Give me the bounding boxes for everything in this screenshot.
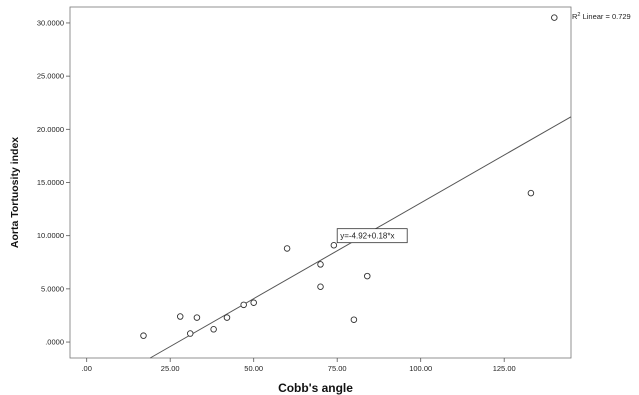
equation-text: y=-4.92+0.18*x xyxy=(340,232,394,241)
data-point xyxy=(330,242,338,249)
x-tick-label: 25.00 xyxy=(161,364,180,373)
plot-area xyxy=(69,6,572,359)
x-tick-label: .00 xyxy=(81,364,91,373)
data-point xyxy=(317,261,324,268)
r-squared-label: R2 Linear = 0.729 xyxy=(572,12,631,21)
y-tick-label: 30.0000 xyxy=(37,18,64,27)
x-axis: .00 25.00 50.00 75.00 100.00 125.00 xyxy=(81,358,516,373)
x-tick-label: 50.00 xyxy=(244,364,263,373)
x-tick-label: 125.00 xyxy=(493,364,516,373)
equation-label: y=-4.92+0.18*x xyxy=(336,228,408,244)
data-point xyxy=(240,301,247,309)
data-point xyxy=(317,283,324,290)
x-axis-title: Cobb's angle xyxy=(278,381,353,395)
r-squared-superscript: 2 xyxy=(577,12,580,18)
y-axis: .0000 5.0000 10.0000 15.0000 20.0000 25.0000 3… xyxy=(37,18,70,347)
data-point xyxy=(223,314,231,321)
data-point xyxy=(193,314,201,321)
data-point xyxy=(527,189,535,197)
data-points xyxy=(140,14,558,339)
y-tick-label: 25.0000 xyxy=(37,72,64,81)
data-point xyxy=(551,14,558,21)
y-axis-title: Aorta Tortuosity index xyxy=(9,137,21,248)
y-tick-label: 5.0000 xyxy=(41,284,64,293)
data-point xyxy=(350,316,358,323)
equation-box xyxy=(336,228,408,244)
data-point xyxy=(250,299,257,306)
y-tick-label: 15.0000 xyxy=(37,178,64,187)
data-point xyxy=(140,332,147,339)
y-tick-label: .0000 xyxy=(45,338,64,347)
data-point xyxy=(283,245,291,252)
r-squared-prefix: R xyxy=(572,12,578,21)
x-tick-label: 100.00 xyxy=(409,364,432,373)
data-point xyxy=(186,330,194,337)
r-squared-suffix: Linear = 0.729 xyxy=(580,12,630,21)
x-tick-label: 75.00 xyxy=(328,364,347,373)
data-point xyxy=(210,326,217,333)
data-point xyxy=(176,313,184,320)
y-tick-label: 20.0000 xyxy=(37,125,64,134)
data-point xyxy=(364,272,371,280)
y-tick-label: 10.0000 xyxy=(37,231,64,240)
